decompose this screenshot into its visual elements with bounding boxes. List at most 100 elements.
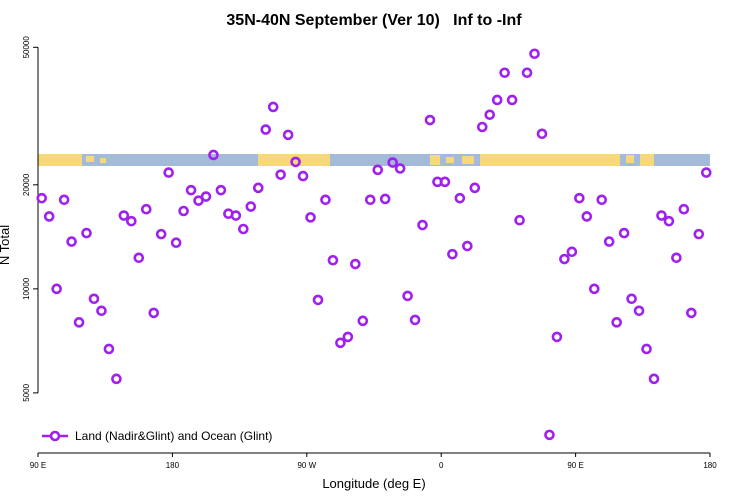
point: [111, 373, 122, 385]
point: [43, 211, 55, 222]
point: [133, 252, 145, 264]
point: [140, 203, 152, 215]
point: [700, 167, 712, 178]
point: [305, 212, 316, 223]
point: [148, 307, 160, 319]
point: [514, 214, 525, 226]
point: [36, 192, 48, 204]
point: [611, 317, 622, 328]
point: [96, 305, 107, 317]
point: [476, 121, 488, 133]
point: [81, 227, 92, 239]
point: [103, 343, 115, 355]
x-tick-label: 90 W: [297, 461, 316, 470]
point: [320, 194, 331, 206]
point: [208, 149, 219, 161]
legend-label: Land (Nadir&Glint) and Ocean (Glint): [75, 429, 272, 443]
point: [506, 94, 518, 106]
point: [372, 164, 384, 176]
y-axis-label: N Total: [0, 225, 12, 265]
point: [544, 429, 555, 441]
point: [88, 293, 100, 305]
point: [275, 169, 286, 180]
point: [163, 167, 174, 178]
chart-title: 35N-40N September (Ver 10) Inf to -Inf: [226, 12, 522, 29]
point: [282, 129, 294, 141]
point: [394, 163, 406, 174]
point: [559, 253, 570, 265]
x-tick-label: 90 E: [567, 461, 583, 470]
x-tick-label: 180: [703, 461, 717, 470]
point: [387, 157, 398, 168]
point: [469, 182, 481, 194]
point: [126, 215, 137, 227]
point: [185, 184, 197, 196]
point: [454, 192, 466, 204]
point: [357, 315, 369, 327]
point: [417, 219, 428, 231]
y-tick-label: 50000: [22, 36, 31, 59]
point: [693, 228, 705, 240]
point: [73, 317, 85, 328]
point: [462, 240, 473, 252]
point: [409, 314, 421, 326]
point: [618, 227, 630, 239]
point: [633, 305, 645, 317]
point: [58, 194, 70, 206]
point: [424, 114, 436, 126]
y-tick-label: 5000: [22, 383, 31, 401]
point: [267, 101, 279, 113]
point: [574, 192, 585, 204]
point: [596, 194, 608, 206]
point: [499, 67, 510, 79]
point: [439, 176, 451, 188]
point: [350, 258, 361, 270]
point: [342, 331, 354, 343]
point: [626, 293, 637, 305]
legend-marker: [49, 430, 61, 442]
point: [155, 228, 167, 240]
point: [238, 223, 249, 235]
point: [51, 283, 62, 295]
point: [491, 94, 503, 106]
point: [193, 195, 204, 206]
point: [581, 211, 593, 222]
point: [335, 337, 346, 349]
x-axis-label: Longitude (deg E): [322, 476, 425, 491]
point: [364, 194, 376, 206]
point: [566, 246, 578, 258]
point: [327, 254, 339, 266]
x-tick-label: 0: [439, 461, 444, 470]
point: [252, 182, 264, 194]
point: [245, 201, 257, 212]
point: [678, 203, 690, 215]
point: [402, 290, 413, 302]
x-tick-label: 180: [166, 461, 180, 470]
y-tick-label: 20000: [22, 173, 31, 196]
point: [536, 128, 548, 140]
point: [656, 210, 667, 221]
y-tick-label: 10000: [22, 277, 31, 300]
point: [230, 210, 242, 221]
point: [447, 248, 458, 260]
point: [671, 252, 682, 264]
point: [379, 193, 391, 205]
point: [686, 307, 697, 319]
point: [521, 67, 533, 79]
point: [118, 210, 130, 221]
point: [551, 331, 563, 343]
point: [663, 215, 675, 227]
map-strip: [38, 154, 710, 166]
point: [290, 156, 301, 168]
point: [66, 236, 77, 247]
point: [529, 48, 540, 60]
point: [178, 205, 189, 217]
point: [215, 184, 227, 196]
point: [648, 373, 660, 385]
point: [641, 343, 652, 355]
x-tick-label: 90 E: [30, 461, 46, 470]
point: [170, 237, 182, 249]
point: [260, 124, 272, 135]
